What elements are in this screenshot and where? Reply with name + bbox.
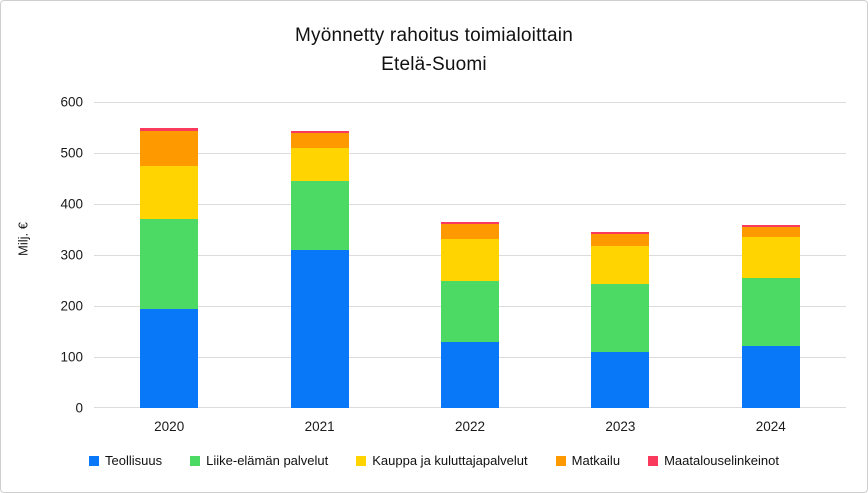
legend-swatch-liike-elämän-palvelut [190, 455, 201, 466]
chart-title-block: Myönnetty rahoitus toimialoittain Etelä-… [1, 21, 867, 79]
legend-swatch-matkailu [555, 455, 566, 466]
bar-segment-2024-teollisuus [741, 346, 800, 408]
legend-label-teollisuus: Teollisuus [105, 453, 163, 468]
bar-2021 [290, 130, 349, 408]
bar-segment-2022-maatalouselinkeinot [441, 221, 499, 224]
bar-segment-2020-matkailu [140, 131, 199, 166]
bar-segment-2022-kauppa-ja-kuluttajapalvelut [441, 238, 499, 282]
bar-segment-2021-teollisuus [290, 249, 349, 408]
bar-segment-2021-matkailu [290, 133, 349, 148]
y-tick-label-400: 400 [60, 196, 83, 212]
bar-2024 [741, 224, 800, 408]
x-tick-label-2022: 2022 [454, 419, 486, 434]
bar-segment-2021-liike-elämän-palvelut [290, 181, 349, 250]
x-tick-label-2023: 2023 [605, 419, 636, 434]
bar-segment-2023-liike-elämän-palvelut [591, 283, 650, 352]
bar-segment-2024-matkailu [741, 226, 800, 238]
y-axis-tick-labels: 0 100 200 300 400 500 600 [1, 95, 83, 416]
bar-segment-2024-liike-elämän-palvelut [741, 278, 800, 347]
bar-segment-2023-matkailu [591, 234, 650, 246]
bar-segment-2023-kauppa-ja-kuluttajapalvelut [591, 245, 650, 284]
bar-2023 [591, 231, 650, 408]
legend-swatch-maatalouselinkeinot [648, 455, 659, 466]
legend-item-kauppa-ja-kuluttajapalvelut: Kauppa ja kuluttajapalvelut [356, 453, 528, 468]
x-axis-tick-labels: 2020 2021 2022 2023 2024 [94, 419, 846, 439]
bar-segment-2020-teollisuus [140, 308, 199, 408]
x-tick-label-2024: 2024 [755, 419, 786, 434]
legend-label-kauppa-ja-kuluttajapalvelut: Kauppa ja kuluttajapalvelut [372, 453, 528, 468]
y-tick-label-100: 100 [60, 349, 83, 365]
bar-segment-2021-kauppa-ja-kuluttajapalvelut [290, 147, 349, 182]
bar-segment-2020-liike-elämän-palvelut [140, 219, 199, 309]
legend-item-teollisuus: Teollisuus [89, 453, 162, 468]
bar-segment-2020-maatalouselinkeinot [140, 127, 199, 132]
gridline-400 [94, 204, 846, 205]
y-tick-label-600: 600 [60, 94, 83, 110]
bar-segment-2024-kauppa-ja-kuluttajapalvelut [741, 237, 800, 279]
chart-subtitle: Etelä-Suomi [381, 54, 487, 75]
legend-label-matkailu: Matkailu [571, 453, 621, 468]
bar-2020 [140, 127, 199, 408]
legend-label-liike-elämän-palvelut: Liike-elämän palvelut [206, 453, 329, 468]
x-tick-label-2021: 2021 [304, 419, 335, 434]
legend: Teollisuus Liike-elämän palvelut Kauppa ja… [1, 453, 867, 468]
bar-2022 [441, 221, 499, 408]
y-tick-label-500: 500 [60, 145, 83, 161]
y-tick-label-300: 300 [60, 247, 83, 263]
bar-segment-2022-teollisuus [441, 341, 499, 408]
bar-segment-2023-maatalouselinkeinot [591, 231, 650, 235]
plot-area [94, 102, 846, 408]
legend-swatch-teollisuus [89, 455, 100, 466]
gridline-600 [94, 102, 846, 103]
gridline-500 [94, 153, 846, 154]
x-tick-label-2020: 2020 [154, 419, 185, 434]
y-tick-label-0: 0 [75, 400, 83, 416]
legend-item-maatalouselinkeinot: Maatalouselinkeinot [648, 453, 779, 468]
bar-segment-2020-kauppa-ja-kuluttajapalvelut [140, 165, 199, 220]
bar-segment-2022-matkailu [441, 223, 499, 239]
bar-segment-2022-liike-elämän-palvelut [441, 281, 499, 342]
legend-swatch-kauppa-ja-kuluttajapalvelut [356, 455, 367, 466]
chart-title: Myönnetty rahoitus toimialoittain [294, 25, 573, 46]
legend-item-liike-elämän-palvelut: Liike-elämän palvelut [190, 453, 328, 468]
bar-segment-2024-maatalouselinkeinot [741, 224, 800, 227]
bar-segment-2023-teollisuus [591, 351, 650, 408]
legend-item-matkailu: Matkailu [555, 453, 621, 468]
bar-segment-2021-maatalouselinkeinot [290, 130, 349, 134]
legend-label-maatalouselinkeinot: Maatalouselinkeinot [664, 453, 779, 468]
y-tick-label-200: 200 [60, 298, 83, 314]
